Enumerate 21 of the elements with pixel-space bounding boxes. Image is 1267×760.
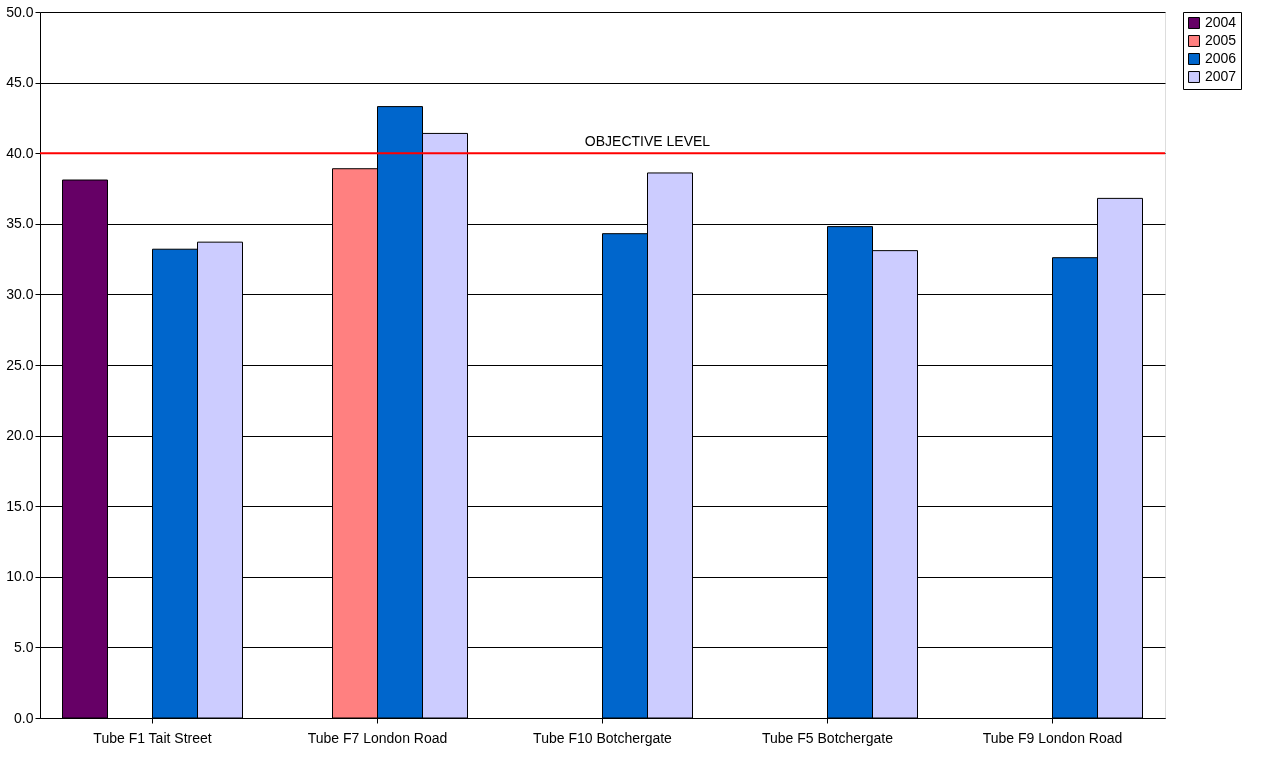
y-tick-label: 0.0 [14, 709, 34, 726]
y-tick-label: 15.0 [6, 497, 34, 514]
y-tick-label: 35.0 [6, 215, 34, 232]
y-tick-label: 25.0 [6, 356, 34, 373]
y-tick-label: 30.0 [6, 285, 34, 302]
x-tick-label: Tube F5 Botchergate [761, 729, 894, 746]
y-tick-label: 10.0 [6, 568, 34, 585]
x-tick-label: Tube F1 Tait Street [93, 729, 212, 746]
y-tick-label: 20.0 [6, 427, 34, 444]
x-tick-label: Tube F9 London Road [982, 729, 1123, 746]
y-tick-label: 50.0 [6, 3, 34, 20]
x-tick-label: Tube F7 London Road [307, 729, 448, 746]
y-tick-label: 45.0 [6, 74, 34, 91]
y-tick-label: 5.0 [14, 638, 34, 655]
x-tick-label: Tube F10 Botchergate [533, 729, 673, 746]
y-tick-label: 40.0 [6, 144, 34, 161]
ref-line-label: OBJECTIVE LEVEL [584, 133, 711, 150]
legend-label: 2007 [1205, 68, 1237, 84]
legend-label: 2004 [1205, 14, 1237, 30]
legend-label: 2006 [1205, 50, 1237, 66]
legend-label: 2005 [1205, 32, 1237, 48]
